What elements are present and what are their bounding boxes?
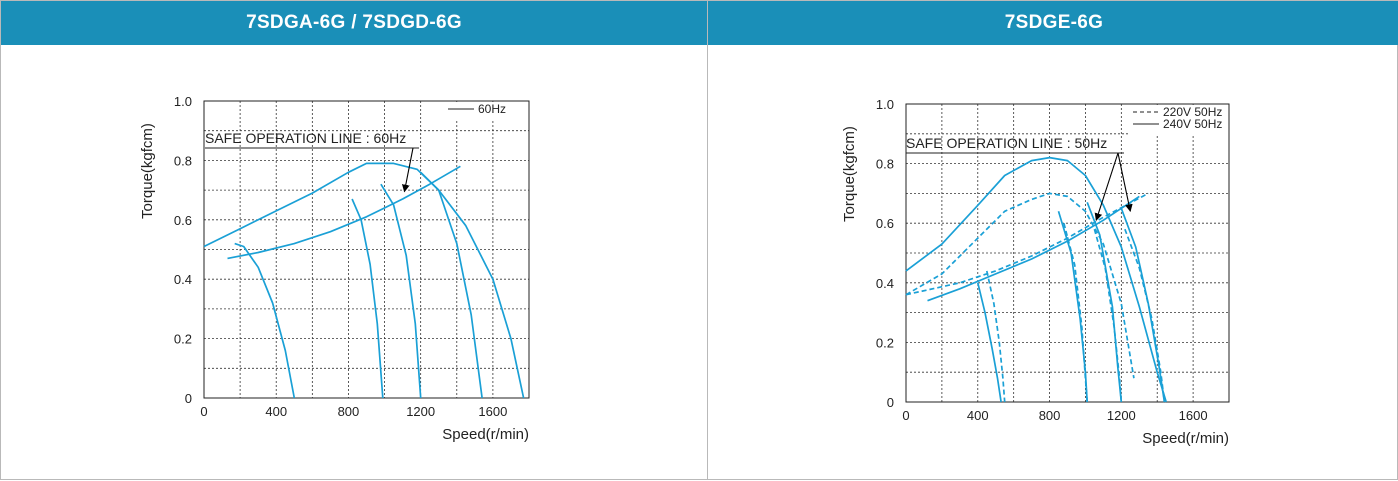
y-axis-label: Torque(kgfcm) <box>139 123 156 219</box>
x-tick-label: 0 <box>902 408 909 423</box>
x-axis-label: Speed(r/min) <box>442 426 529 443</box>
series-line <box>1124 228 1166 403</box>
x-tick-label: 400 <box>265 404 287 419</box>
x-tick-label: 800 <box>338 404 360 419</box>
series-line <box>905 192 1135 379</box>
y-tick-label: 0.6 <box>174 213 192 228</box>
chart-right: 0 400 800 1200 1600 0 0.2 0.4 0.6 0.8 1.0 Speed(r/m… <box>841 97 1230 447</box>
plot-frame <box>203 100 530 399</box>
legend-label: 240V 50Hz <box>1163 117 1222 131</box>
panel-right: 7SDGE-6G 0 400 800 1200 1600 0 0.2 0.4 0.6 0.8 1.0… <box>707 1 1398 479</box>
series-line <box>1063 222 1089 403</box>
annotation-arrow <box>1117 152 1133 213</box>
legend-label: 60Hz <box>478 102 506 116</box>
x-tick-label: 400 <box>967 408 989 423</box>
y-tick-label: 0 <box>185 391 192 406</box>
annotation-text: SAFE OPERATION LINE : 50Hz <box>906 135 1107 151</box>
chart-left: 0 400 800 1200 1600 0 0.2 0.4 0.6 0.8 1.0 Speed(r/m… <box>139 94 530 443</box>
panel-left: 7SDGA-6G / 7SDGD-6G 0 400 800 1200 1600 0 0.2 0… <box>1 1 707 479</box>
y-tick-label: 0.8 <box>876 157 894 172</box>
x-tick-label: 1600 <box>1179 408 1208 423</box>
series-line <box>1057 211 1089 403</box>
panel-left-header: 7SDGA-6G / 7SDGD-6G <box>1 1 707 45</box>
legend-box <box>1128 105 1228 135</box>
y-tick-label: 0.4 <box>174 272 192 287</box>
series-line <box>976 282 1002 403</box>
series-line <box>227 165 461 260</box>
series-line <box>1086 201 1123 403</box>
series-line <box>234 242 296 399</box>
annotation-arrow <box>1094 152 1119 221</box>
series-line <box>203 162 525 399</box>
legend-label: 220V 50Hz <box>1163 105 1222 119</box>
panel-right-header: 7SDGE-6G <box>708 1 1398 45</box>
y-tick-label: 1.0 <box>174 94 192 109</box>
series-line <box>927 195 1140 302</box>
series-line <box>905 192 1149 296</box>
series-line <box>985 270 1006 403</box>
x-tick-label: 0 <box>200 404 207 419</box>
plot-frame <box>905 103 1230 403</box>
series-line <box>351 198 384 399</box>
x-axis-label: Speed(r/min) <box>1142 430 1229 447</box>
x-tick-label: 800 <box>1039 408 1061 423</box>
y-tick-label: 1.0 <box>876 97 894 112</box>
series-line <box>420 171 483 399</box>
series-line <box>380 183 422 399</box>
x-tick-label: 1200 <box>406 404 435 419</box>
y-tick-label: 0.4 <box>876 276 894 291</box>
y-tick-label: 0.6 <box>876 216 894 231</box>
annotation-text: SAFE OPERATION LINE : 60Hz <box>205 130 406 146</box>
series-line <box>1093 228 1123 403</box>
x-tick-label: 1600 <box>478 404 507 419</box>
y-tick-label: 0.8 <box>174 153 192 168</box>
series-line <box>905 156 1168 403</box>
y-tick-label: 0.2 <box>876 335 894 350</box>
y-axis-label: Torque(kgfcm) <box>841 126 858 222</box>
y-tick-label: 0.2 <box>174 332 192 347</box>
x-tick-label: 1200 <box>1107 408 1136 423</box>
annotation-arrow <box>401 147 414 193</box>
y-tick-label: 0 <box>887 395 894 410</box>
legend-box <box>443 102 528 120</box>
